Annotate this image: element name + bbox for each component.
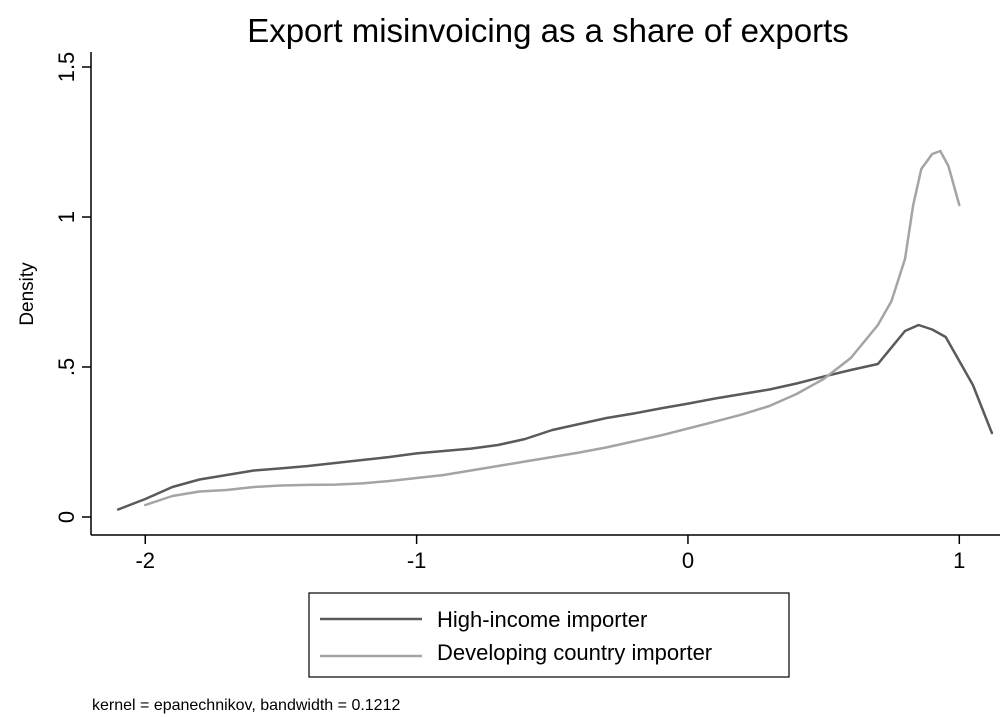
- series-line-high-income: [116, 323, 994, 511]
- legend-label-high-income: High-income importer: [437, 607, 647, 632]
- kernel-note: kernel = epanechnikov, bandwidth = 0.121…: [92, 697, 400, 714]
- legend: High-income importer Developing country …: [308, 592, 790, 678]
- legend-box: [308, 592, 790, 678]
- legend-label-developing: Developing country importer: [437, 640, 712, 665]
- y-axis-ticks: 0 .5 1 1.5: [54, 52, 91, 523]
- y-axis-title: Density: [17, 262, 38, 326]
- series-line-developing: [144, 149, 961, 507]
- series-layer: [116, 149, 994, 511]
- x-axis-ticks: -2 -1 0 1: [135, 535, 965, 573]
- x-tick-label: -2: [135, 548, 155, 573]
- y-tick-label: 0: [54, 511, 79, 523]
- y-tick-label: 1.5: [54, 52, 79, 83]
- y-tick-label: 1: [54, 211, 79, 223]
- chart-title: Export misinvoicing as a share of export…: [247, 12, 849, 49]
- x-tick-label: 0: [682, 548, 694, 573]
- y-tick-label: .5: [54, 358, 79, 376]
- x-tick-label: 1: [953, 548, 965, 573]
- x-tick-label: -1: [407, 548, 427, 573]
